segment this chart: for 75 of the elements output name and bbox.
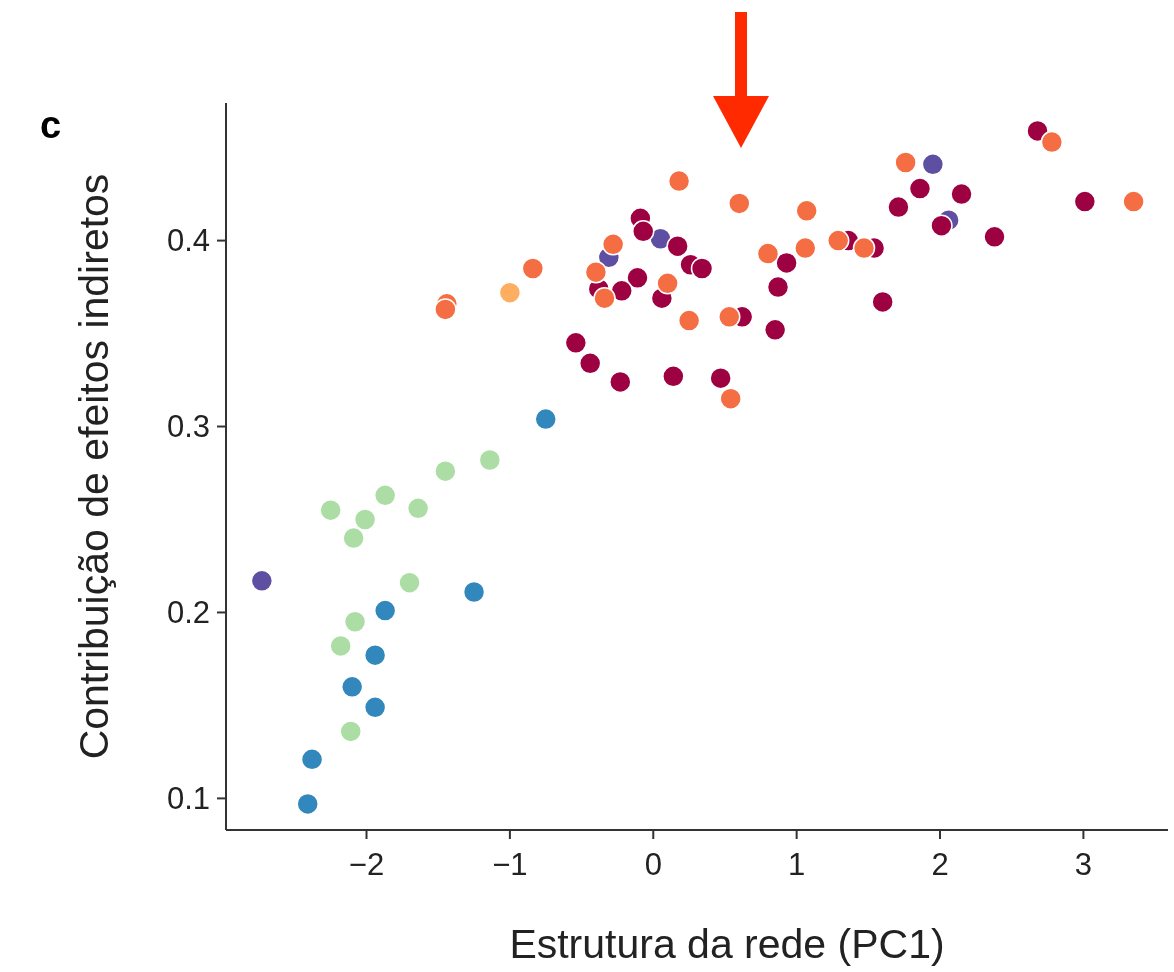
- y-tick-label: 0.2: [166, 595, 210, 631]
- point: [690, 257, 714, 280]
- x-tick-label: 3: [1074, 847, 1093, 882]
- point: [1026, 119, 1049, 143]
- point: [871, 290, 894, 314]
- point: [300, 748, 324, 771]
- point: [609, 370, 632, 394]
- point: [795, 199, 818, 223]
- point: [578, 352, 602, 375]
- point: [826, 229, 850, 252]
- point: [564, 331, 588, 355]
- point: [666, 234, 689, 258]
- y-tick-label: 0.3: [166, 409, 210, 445]
- point: [340, 675, 364, 699]
- point: [343, 610, 367, 633]
- point: [373, 484, 397, 507]
- point: [921, 153, 945, 176]
- text: c: [40, 104, 62, 146]
- y-tick-label: 0.1: [166, 781, 210, 817]
- point: [434, 298, 457, 321]
- point: [363, 643, 387, 667]
- point: [462, 580, 486, 604]
- y-tick-label: 0.4: [166, 223, 210, 259]
- point: [887, 195, 910, 219]
- point: [353, 508, 377, 531]
- x-tick-label: 1: [788, 847, 806, 882]
- point: [521, 257, 545, 280]
- point: [534, 407, 557, 431]
- x-tick-label: −1: [492, 847, 528, 882]
- point: [1073, 190, 1097, 213]
- point: [667, 169, 691, 193]
- point: [662, 365, 685, 388]
- point: [763, 318, 787, 342]
- point: [950, 182, 973, 206]
- point: [656, 272, 679, 295]
- point: [478, 448, 502, 472]
- point: [794, 236, 817, 260]
- point: [894, 151, 917, 174]
- point: [766, 275, 790, 299]
- point: [719, 387, 742, 410]
- point: [434, 459, 457, 483]
- point: [342, 526, 365, 550]
- point: [584, 260, 608, 284]
- x-tick-label: 2: [931, 847, 949, 882]
- point: [1122, 190, 1145, 213]
- point: [718, 305, 741, 329]
- point: [983, 225, 1006, 249]
- point: [852, 236, 876, 260]
- point: [631, 220, 655, 243]
- point: [626, 266, 649, 290]
- point: [498, 281, 522, 304]
- point: [339, 720, 362, 743]
- point: [756, 242, 780, 265]
- point: [1040, 130, 1064, 154]
- point: [677, 309, 701, 332]
- x-tick-label: 0: [644, 847, 662, 882]
- point: [593, 287, 616, 310]
- point: [908, 177, 932, 200]
- point: [296, 792, 319, 816]
- point: [709, 366, 732, 390]
- point: [363, 696, 387, 719]
- point: [250, 569, 274, 593]
- y-axis-title: Contribuição de efeitos indiretos: [71, 173, 117, 760]
- point: [930, 214, 953, 237]
- point: [398, 571, 421, 594]
- point: [329, 634, 352, 658]
- x-axis-title: Estrutura da rede (PC1): [509, 921, 945, 967]
- point: [728, 192, 751, 215]
- point: [319, 498, 342, 522]
- point: [610, 279, 633, 303]
- x-tick-label: −2: [348, 847, 385, 882]
- point: [373, 599, 397, 622]
- point: [601, 233, 625, 256]
- point: [406, 497, 430, 520]
- point: [775, 251, 798, 275]
